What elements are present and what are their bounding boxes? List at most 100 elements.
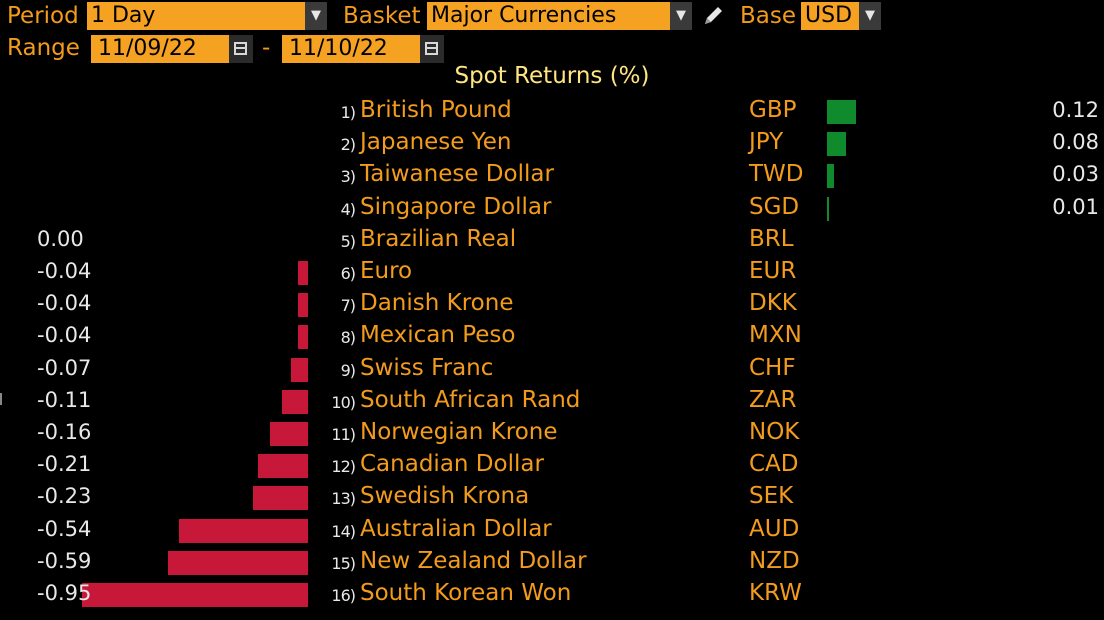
currency-name[interactable]: Norwegian Krone <box>360 419 558 445</box>
bar <box>827 132 847 157</box>
basket-label: Basket <box>343 3 421 29</box>
currency-code: NZD <box>749 547 800 574</box>
value-label: -0.59 <box>37 548 92 573</box>
currency-name[interactable]: Japanese Yen <box>360 129 512 156</box>
rank-label: 8) <box>340 328 356 348</box>
rank-label: 1) <box>340 103 356 122</box>
currency-code: DKK <box>749 290 797 317</box>
value-label: 0.03 <box>1052 162 1099 187</box>
currency-name[interactable]: Brazilian Real <box>360 225 517 252</box>
table-row[interactable]: 16) South Korean Won KRW -0.95 <box>0 578 1104 610</box>
range-end-field[interactable]: 11/10/22 <box>282 35 420 63</box>
rank-label: 2) <box>340 135 356 155</box>
range-label: Range <box>7 35 80 61</box>
currency-name[interactable]: South Korean Won <box>360 580 572 606</box>
rank-label: 11) <box>331 425 356 444</box>
table-row[interactable]: 7) Danish Krone DKK -0.04 <box>0 288 1104 320</box>
table-row[interactable]: 15) New Zealand Dollar NZD -0.59 <box>0 546 1104 578</box>
table-row[interactable]: 10) South African Rand ZAR -0.11 <box>0 385 1104 417</box>
value-label: -0.07 <box>37 355 92 380</box>
rank-label: 6) <box>340 264 356 283</box>
currency-name[interactable]: Euro <box>360 258 413 284</box>
currency-code: NOK <box>749 419 800 445</box>
table-row[interactable]: 12) Canadian Dollar CAD -0.21 <box>0 449 1104 481</box>
bar <box>827 100 856 124</box>
currency-name[interactable]: Swiss Franc <box>360 354 494 381</box>
value-label: -0.54 <box>37 516 92 541</box>
currency-name[interactable]: Singapore Dollar <box>360 193 552 220</box>
range-separator: - <box>262 35 271 61</box>
rank-label: 4) <box>340 199 356 219</box>
calendar-icon[interactable] <box>229 35 253 63</box>
table-row[interactable]: 2) Japanese Yen JPY 0.08 <box>0 127 1104 159</box>
period-select[interactable]: 1 Day <box>87 2 305 30</box>
bar <box>298 325 308 350</box>
base-select[interactable]: USD <box>801 2 859 30</box>
currency-code: ZAR <box>749 386 797 413</box>
value-label: -0.23 <box>37 484 92 509</box>
currency-code: KRW <box>749 580 802 606</box>
bar <box>298 293 308 318</box>
currency-name[interactable]: Swedish Krona <box>360 483 530 510</box>
rank-label: 5) <box>340 231 356 251</box>
currency-code: GBP <box>749 97 797 123</box>
table-row[interactable]: 1) British Pound GBP 0.12 <box>0 95 1104 127</box>
range-start-field[interactable]: 11/09/22 <box>91 35 229 63</box>
table-row[interactable]: 11) Norwegian Krone NOK -0.16 <box>0 417 1104 449</box>
table-row[interactable]: 13) Swedish Krona SEK -0.23 <box>0 481 1104 513</box>
table-row[interactable]: 4) Singapore Dollar SGD 0.01 <box>0 192 1104 224</box>
rank-label: 12) <box>331 457 356 477</box>
currency-code: SEK <box>749 483 794 510</box>
rank-label: 13) <box>331 489 356 509</box>
bar <box>179 518 308 543</box>
period-label: Period <box>7 3 79 29</box>
table-row[interactable]: 3) Taiwanese Dollar TWD 0.03 <box>0 159 1104 191</box>
value-label: -0.11 <box>37 387 92 412</box>
value-label: -0.04 <box>37 323 92 348</box>
currency-name[interactable]: South African Rand <box>360 386 581 413</box>
bar <box>81 583 308 607</box>
table-row[interactable]: 14) Australian Dollar AUD -0.54 <box>0 514 1104 546</box>
bar <box>167 550 308 575</box>
currency-name[interactable]: Danish Krone <box>360 290 514 317</box>
currency-name[interactable]: British Pound <box>360 97 512 123</box>
chevron-down-icon[interactable]: ▼ <box>305 2 327 30</box>
currency-name[interactable]: Mexican Peso <box>360 322 516 349</box>
rank-label: 10) <box>331 392 356 412</box>
calendar-icon[interactable] <box>420 35 444 63</box>
table-row[interactable]: 5) Brazilian Real BRL 0.00 <box>0 224 1104 256</box>
rank-label: 7) <box>340 296 356 316</box>
rank-label: 15) <box>331 553 356 573</box>
bar <box>253 486 308 511</box>
currency-code: EUR <box>749 258 797 284</box>
pencil-icon[interactable] <box>700 3 726 29</box>
currency-code: CHF <box>749 354 796 381</box>
currency-name[interactable]: Canadian Dollar <box>360 451 544 478</box>
table-row[interactable]: 8) Mexican Peso MXN -0.04 <box>0 320 1104 352</box>
currency-code: TWD <box>749 161 804 188</box>
currency-code: JPY <box>749 129 784 156</box>
bar <box>298 261 308 285</box>
value-label: 0.00 <box>37 226 84 251</box>
currency-code: BRL <box>749 225 794 252</box>
basket-select[interactable]: Major Currencies <box>427 2 670 30</box>
value-label: -0.16 <box>37 420 92 444</box>
bar <box>291 357 308 382</box>
bar <box>827 196 830 221</box>
currency-name[interactable]: Taiwanese Dollar <box>360 161 554 188</box>
table-row[interactable]: 9) Swiss Franc CHF -0.07 <box>0 353 1104 385</box>
value-label: -0.21 <box>37 452 92 477</box>
value-label: 0.12 <box>1052 98 1099 122</box>
value-label: -0.95 <box>37 581 92 605</box>
bar <box>827 164 835 189</box>
currency-name[interactable]: Australian Dollar <box>360 515 552 542</box>
bar <box>258 454 308 479</box>
chevron-down-icon[interactable]: ▼ <box>670 2 692 30</box>
value-label: -0.04 <box>37 291 92 316</box>
value-label: 0.01 <box>1052 194 1099 219</box>
chevron-down-icon[interactable]: ▼ <box>859 2 881 30</box>
currency-name[interactable]: New Zealand Dollar <box>360 547 587 574</box>
rank-label: 9) <box>340 360 356 380</box>
scroll-edge-marker <box>0 393 2 405</box>
table-row[interactable]: 6) Euro EUR -0.04 <box>0 256 1104 288</box>
